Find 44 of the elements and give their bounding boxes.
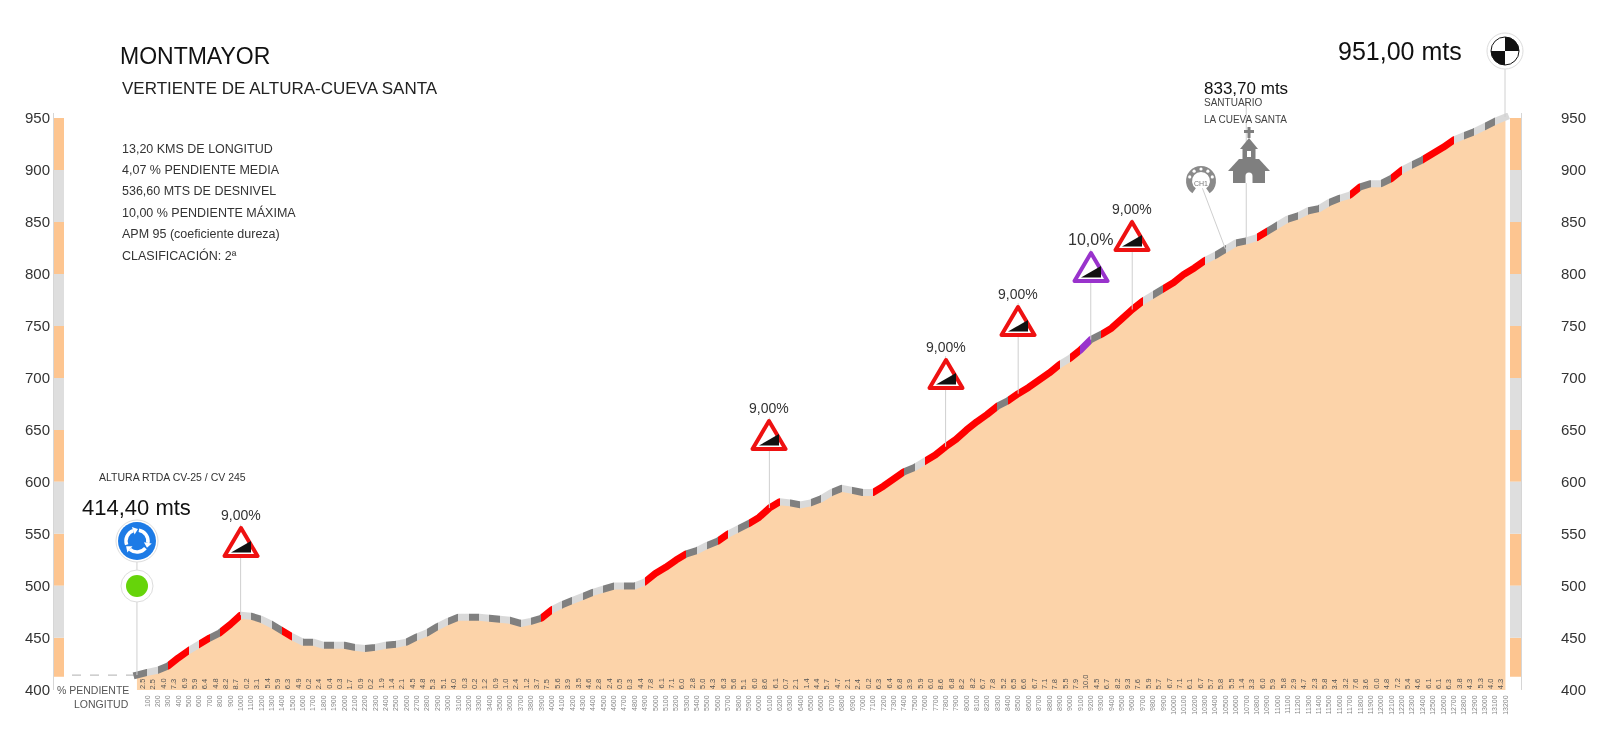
annotation: 536,60 MTS DE DESNIVEL (122, 184, 277, 198)
annotation: 4,07 % PENDIENTE MEDIA (122, 163, 280, 177)
y2-tick-label: 700 (1561, 369, 1587, 387)
y2-tick-label: 550 (1561, 525, 1587, 543)
annotation: % PENDIENTE (57, 684, 130, 696)
y-tick-label: 750 (24, 317, 50, 335)
annotation: 9,00% (926, 339, 966, 355)
x-axis-title: LONGITUD (74, 698, 129, 710)
annotation: 414,40 mts (82, 495, 191, 520)
annotation: 9,00% (998, 286, 1038, 302)
y-tick-label: 850 (24, 213, 50, 231)
y-tick-label: 450 (24, 629, 50, 647)
chart-subtitle: VERTIENTE DE ALTURA-CUEVA SANTA (122, 79, 438, 98)
y2-tick-label: 850 (1561, 213, 1587, 231)
y2-tick-label: 450 (1561, 629, 1587, 647)
y-tick-label: 700 (24, 369, 50, 387)
y-tick-label: 600 (24, 473, 50, 491)
y2-tick-label: 500 (1561, 577, 1587, 595)
y-tick-label: 950 (24, 109, 50, 127)
y-tick-label: 800 (24, 265, 50, 283)
annotation: 833,70 mts (1204, 79, 1289, 98)
annotation: 9,00% (1112, 201, 1152, 217)
annotation: 9,00% (749, 400, 789, 416)
annotation: 9,00% (221, 507, 261, 523)
y2-tick-label: 600 (1561, 473, 1587, 491)
y2-tick-label: 900 (1561, 161, 1587, 179)
y2-tick-label: 750 (1561, 317, 1587, 335)
y-tick-label: 900 (24, 161, 50, 179)
y-tick-label: 500 (24, 577, 50, 595)
annotation: 951,00 mts (1338, 37, 1462, 65)
annotation: 10,00 % PENDIENTE MÁXIMA (122, 205, 297, 220)
y-tick-label: 650 (24, 421, 50, 439)
y-tick-label: 550 (24, 525, 50, 543)
annotation: 13,20 KMS DE LONGITUD (122, 142, 273, 156)
y2-tick-label: 650 (1561, 421, 1587, 439)
y2-tick-label: 950 (1561, 109, 1587, 127)
annotation: APM 95 (coeficiente dureza) (122, 227, 280, 241)
annotation: CLASIFICACIÓN: 2ª (122, 248, 237, 263)
annotation: LA CUEVA SANTA (1204, 114, 1288, 125)
chart-title: MONTMAYOR (120, 43, 271, 70)
text: SANTUARIO (1204, 97, 1263, 108)
y2-tick-label: 800 (1561, 265, 1587, 283)
annotation: ALTURA RTDA CV-25 / CV 245 (99, 471, 246, 483)
annotation: 10,0% (1068, 231, 1114, 248)
